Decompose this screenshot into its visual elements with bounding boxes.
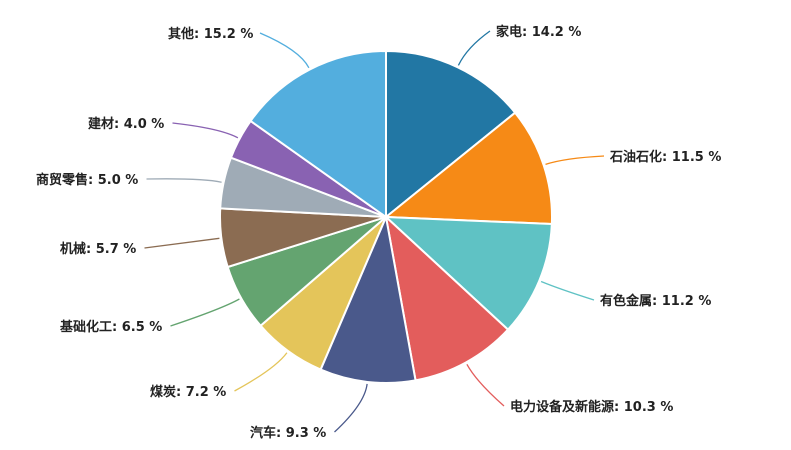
pie-leader-line-9 xyxy=(146,178,222,183)
pie-leader-line-10 xyxy=(172,122,239,139)
pie-label-6: 煤炭: 7.2 % xyxy=(150,384,226,400)
pie-leader-line-8 xyxy=(144,237,220,249)
pie-leader-line-6 xyxy=(234,352,288,392)
pie-leader-lines xyxy=(144,30,605,433)
pie-leader-line-5 xyxy=(334,383,368,433)
pie-label-4: 电力设备及新能源: 10.3 % xyxy=(510,399,673,415)
pie-leader-line-1 xyxy=(457,30,491,66)
pie-label-10: 建材: 4.0 % xyxy=(88,116,164,132)
pie-leader-line-7 xyxy=(170,298,240,327)
pie-slice-1[interactable] xyxy=(385,50,517,218)
pie-label-8: 机械: 5.7 % xyxy=(60,241,136,257)
pie-slice-2[interactable] xyxy=(385,111,553,226)
pie-slices xyxy=(219,50,553,384)
pie-slice-5[interactable] xyxy=(319,216,417,384)
pie-label-2: 石油石化: 11.5 % xyxy=(609,149,721,165)
pie-leader-line-3 xyxy=(540,280,595,301)
pie-slice-4[interactable] xyxy=(385,216,509,382)
pie-label-7: 基础化工: 6.5 % xyxy=(59,319,162,335)
pie-leader-line-4 xyxy=(466,363,505,407)
pie-leader-line-11 xyxy=(259,32,310,69)
pie-label-11: 其他: 15.2 % xyxy=(168,26,253,42)
pie-label-9: 商贸零售: 5.0 % xyxy=(36,172,138,188)
pie-slice-11[interactable] xyxy=(249,50,387,218)
pie-leader-line-2 xyxy=(545,155,605,166)
pie-label-5: 汽车: 9.3 % xyxy=(250,425,326,441)
pie-labels: 家电: 14.2 % 石油石化: 11.5 % 有色金属: 11.2 % 电力设备及新… xyxy=(36,24,721,441)
pie-label-1: 家电: 14.2 % xyxy=(496,24,581,40)
pie-slice-3[interactable] xyxy=(385,216,553,331)
pie-label-3: 有色金属: 11.2 % xyxy=(600,293,711,309)
